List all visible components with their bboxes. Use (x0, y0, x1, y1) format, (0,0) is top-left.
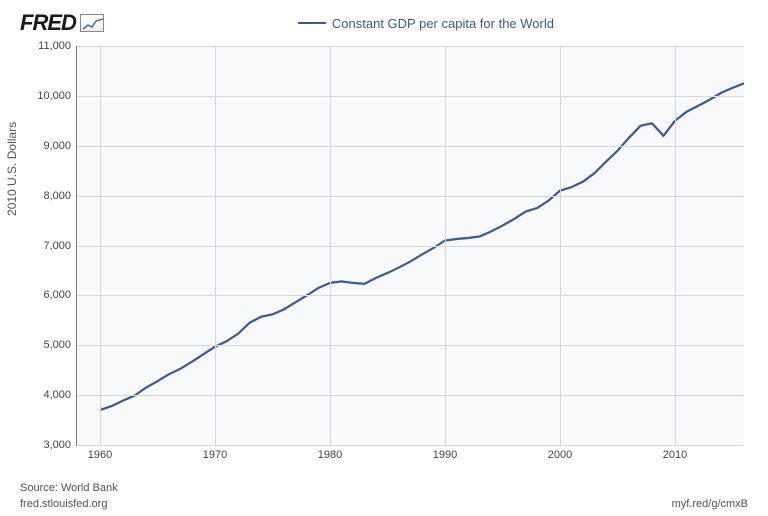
chart-footer: Source: World Bank fred.stlouisfed.org m… (20, 482, 748, 510)
gridline-h (77, 46, 744, 47)
x-tick-label: 1970 (203, 445, 227, 461)
y-tick-label: 3,000 (43, 439, 77, 451)
y-tick-label: 8,000 (43, 190, 77, 202)
y-tick-label: 6,000 (43, 289, 77, 301)
gridline-v (675, 46, 676, 445)
fred-logo: FRED (20, 10, 104, 36)
logo-chart-icon (80, 14, 104, 32)
plot-region: 3,0004,0005,0006,0007,0008,0009,00010,00… (76, 46, 744, 446)
gridline-h (77, 96, 744, 97)
gridline-h (77, 395, 744, 396)
gridline-h (77, 196, 744, 197)
gridline-v (560, 46, 561, 445)
gridline-v (100, 46, 101, 445)
shortlink[interactable]: myf.red/g/cmxB (672, 498, 748, 510)
x-tick-label: 2010 (663, 445, 687, 461)
y-tick-label: 11,000 (38, 40, 77, 52)
y-axis-label: 2010 U.S. Dollars (5, 122, 19, 216)
gridline-h (77, 146, 744, 147)
x-tick-label: 1960 (88, 445, 112, 461)
x-tick-label: 2000 (548, 445, 572, 461)
logo-text: FRED (20, 10, 76, 36)
gridline-h (77, 295, 744, 296)
y-tick-label: 10,000 (37, 90, 77, 102)
chart-header: FRED Constant GDP per capita for the Wor… (20, 8, 748, 38)
y-tick-label: 7,000 (43, 240, 77, 252)
site-link[interactable]: fred.stlouisfed.org (20, 498, 107, 510)
y-tick-label: 5,000 (43, 339, 77, 351)
gridline-v (330, 46, 331, 445)
y-tick-label: 4,000 (43, 389, 77, 401)
gridline-h (77, 246, 744, 247)
chart-area: 2010 U.S. Dollars 3,0004,0005,0006,0007,… (20, 42, 748, 470)
source-label: Source: World Bank (20, 482, 748, 494)
gridline-v (445, 46, 446, 445)
gridline-h (77, 445, 744, 446)
legend-label: Constant GDP per capita for the World (332, 16, 554, 31)
chart-legend: Constant GDP per capita for the World (104, 16, 748, 31)
legend-swatch (298, 22, 326, 24)
x-tick-label: 1980 (318, 445, 342, 461)
x-tick-label: 1990 (433, 445, 457, 461)
gridline-v (215, 46, 216, 445)
y-tick-label: 9,000 (43, 140, 77, 152)
gridline-h (77, 345, 744, 346)
